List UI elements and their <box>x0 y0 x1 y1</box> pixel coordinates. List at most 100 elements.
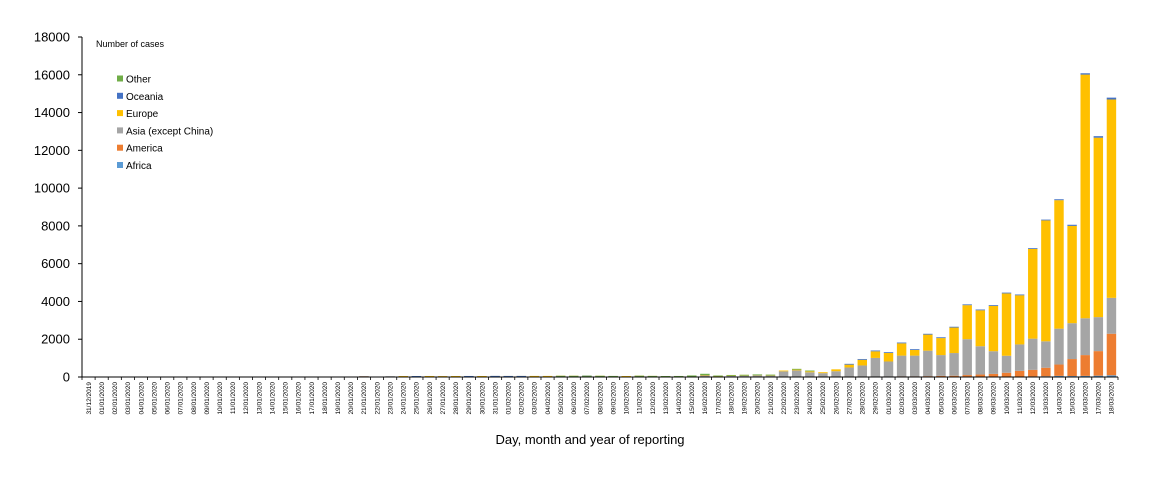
bar-segment-asia-except-china <box>765 375 776 377</box>
x-tick-label: 10/02/2020 <box>624 382 631 415</box>
bar-segment-america <box>949 375 959 377</box>
bar-segment-europe <box>1080 74 1090 319</box>
bar-segment-other <box>752 374 763 376</box>
bar-segment-america <box>936 375 946 377</box>
bar-segment-asia-except-china <box>1001 355 1012 373</box>
y-tick-label: 6000 <box>41 256 70 271</box>
bar-segment-europe <box>805 371 815 373</box>
x-tick-label: 17/02/2020 <box>715 382 722 415</box>
bar-segment-asia-except-china <box>1067 323 1077 360</box>
bar-segment-oceania <box>1054 199 1064 201</box>
y-tick-label: 0 <box>63 370 70 385</box>
bar-segment-europe <box>1028 248 1038 339</box>
x-tick-label: 11/01/2020 <box>230 382 237 414</box>
x-tick-label: 12/03/2020 <box>1030 382 1037 415</box>
bar-segment-asia-except-china <box>1041 341 1051 368</box>
bar-segment-europe <box>1067 225 1077 324</box>
bars-layer <box>359 73 1117 377</box>
x-tick-label: 04/02/2020 <box>545 382 552 415</box>
bar-segment-europe <box>988 305 999 352</box>
bar-segment-other <box>595 375 605 377</box>
bar-segment-other <box>805 370 815 372</box>
bar-segment-europe <box>962 305 972 340</box>
bar-segment-europe <box>910 349 920 356</box>
bar-segment-asia-except-china <box>1014 344 1025 371</box>
legend-swatch <box>117 127 123 134</box>
bar-segment-africa <box>1106 375 1117 377</box>
bar-segment-asia-except-china <box>805 372 815 377</box>
bar-segment-asia-except-china <box>949 353 959 376</box>
bar-segment-europe <box>1014 295 1025 345</box>
legend-label: Europe <box>126 109 159 120</box>
x-tick-label: 24/01/2020 <box>401 382 408 415</box>
x-tick-label: 21/01/2020 <box>361 382 368 415</box>
legend-swatch <box>117 162 123 168</box>
legend-item: Other <box>117 75 152 86</box>
x-tick-label: 22/02/2020 <box>781 382 788 415</box>
bar-segment-oceania <box>490 375 500 377</box>
x-tick-label: 14/02/2020 <box>676 382 683 415</box>
bar-segment-other <box>647 375 658 377</box>
bar-segment-other <box>713 375 723 377</box>
x-tick-label: 11/02/2020 <box>637 382 644 414</box>
bar-segment-asia-except-china <box>700 375 710 377</box>
x-tick-label: 08/02/2020 <box>597 382 604 415</box>
legend-swatch <box>117 75 123 82</box>
bar-segment-oceania <box>516 375 527 377</box>
x-tick-label: 13/03/2020 <box>1043 382 1050 415</box>
bar-segment-europe <box>621 376 631 377</box>
bar-segment-oceania <box>411 376 422 377</box>
bar-segment-europe <box>1041 220 1051 342</box>
bar-segment-asia-except-china <box>818 373 828 377</box>
x-tick-label: 09/01/2020 <box>204 382 211 415</box>
legend: Other Oceania Europe Asia (except China) Ame… <box>117 75 213 172</box>
legend-label: America <box>126 144 163 155</box>
bar-segment-europe <box>883 352 894 362</box>
bar-segment-europe <box>1106 99 1117 298</box>
x-tick-label: 28/01/2020 <box>453 382 460 415</box>
bar-segment-europe <box>975 310 986 347</box>
x-tick-label: 02/02/2020 <box>519 382 526 415</box>
bar-segment-asia-except-china <box>962 339 972 376</box>
bar-segment-america <box>988 373 999 377</box>
x-tick-label: 01/01/2020 <box>99 382 106 415</box>
bar-segment-europe <box>542 375 553 377</box>
x-tick-label: 01/02/2020 <box>506 382 513 415</box>
x-tick-label: 12/02/2020 <box>650 382 657 415</box>
y-tick-label: 2000 <box>41 332 70 347</box>
x-tick-label: 08/01/2020 <box>191 382 198 415</box>
x-tick-label: 03/03/2020 <box>912 382 919 415</box>
y-tick-label: 4000 <box>41 294 70 309</box>
bar-segment-europe <box>936 338 946 356</box>
x-tick-label: 16/03/2020 <box>1083 382 1090 415</box>
legend-item: Africa <box>117 161 152 172</box>
bar-segment-oceania <box>1080 73 1090 75</box>
x-tick-label: 31/01/2020 <box>492 382 499 415</box>
bar-segment-other <box>687 375 697 377</box>
legend-item: Oceania <box>117 92 164 103</box>
bar-segment-asia-except-china <box>1093 317 1104 352</box>
x-tick-label: 13/02/2020 <box>663 382 670 415</box>
x-tick-label: 08/03/2020 <box>978 382 985 415</box>
bar-segment-asia-except-china <box>778 371 789 377</box>
bar-segment-oceania <box>1014 294 1025 296</box>
x-tick-label: 14/03/2020 <box>1056 382 1063 415</box>
bar-segment-other <box>569 375 579 377</box>
x-tick-label: 02/01/2020 <box>112 382 119 415</box>
bar-segment-oceania <box>844 363 854 365</box>
x-tick-label: 16/02/2020 <box>702 382 709 415</box>
bar-segment-europe <box>818 372 828 374</box>
legend-swatch <box>117 92 123 99</box>
bar-segment-oceania <box>923 333 933 335</box>
bar-segment-other <box>791 368 802 370</box>
bar-segment-asia-except-china <box>1080 318 1090 356</box>
bar-segment-africa <box>1093 375 1104 377</box>
x-tick-label: 29/02/2020 <box>873 382 880 415</box>
bar-segment-oceania <box>1028 248 1038 249</box>
bar-segment-oceania <box>936 337 946 339</box>
bar-segment-oceania <box>857 358 867 360</box>
bar-segment-africa <box>1054 375 1064 377</box>
bar-segment-asia-except-china <box>910 355 920 377</box>
x-tick-label: 15/01/2020 <box>283 382 290 415</box>
